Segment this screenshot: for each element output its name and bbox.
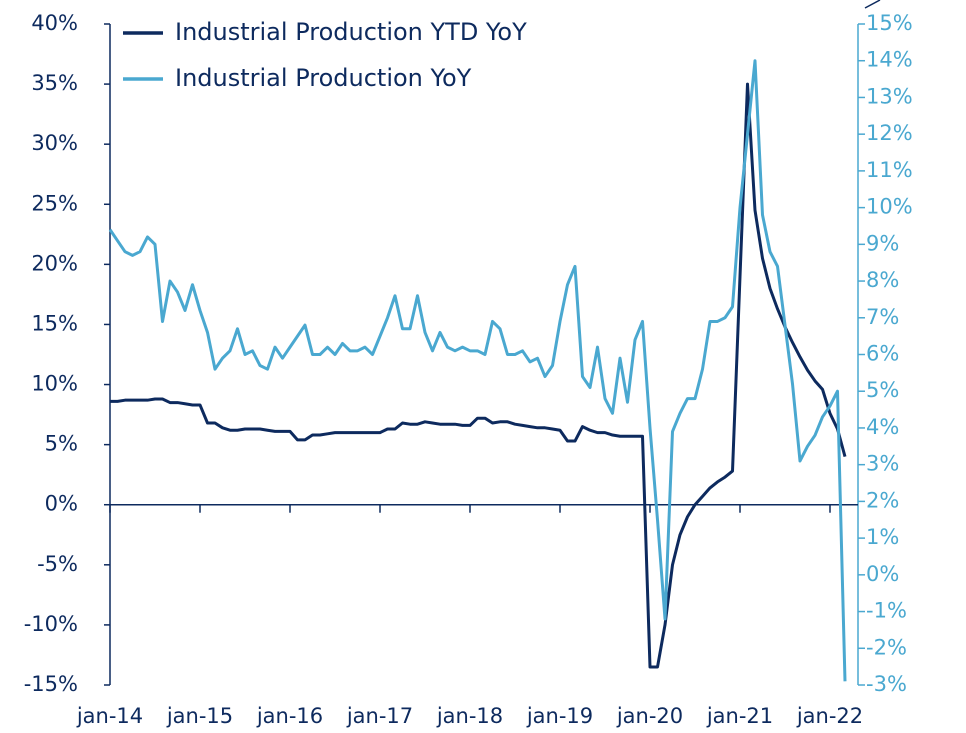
y-tick-label: 10% <box>31 372 78 396</box>
y2-tick-label: 3% <box>866 452 899 476</box>
y2-tick-label: 12% <box>866 121 913 145</box>
y2-tick-label: 7% <box>866 305 899 329</box>
y2-tick-label: 8% <box>866 268 899 292</box>
y2-tick-label: 13% <box>866 84 913 108</box>
y-tick-label: 0% <box>45 492 78 516</box>
y-tick-label: 35% <box>31 71 78 95</box>
y2-tick-label: 14% <box>866 48 913 72</box>
x-tick-label: jan-21 <box>706 704 773 728</box>
y2-tick-label: 0% <box>866 562 899 586</box>
y-tick-label: -5% <box>37 552 78 576</box>
y-tick-label: 15% <box>31 311 78 335</box>
y2-tick-label: 2% <box>866 488 899 512</box>
y2-tick-label: 1% <box>866 525 899 549</box>
y-tick-label: 40% <box>31 11 78 35</box>
legend-label: Industrial Production YTD YoY <box>175 18 527 46</box>
legend-label: Industrial Production YoY <box>175 64 472 92</box>
y2-tick-label: -2% <box>866 635 907 659</box>
y-tick-label: 30% <box>31 131 78 155</box>
y-tick-label: 5% <box>45 432 78 456</box>
y2-tick-label: 5% <box>866 378 899 402</box>
x-tick-label: jan-22 <box>796 704 863 728</box>
x-tick-label: jan-20 <box>616 704 683 728</box>
series-line <box>110 82 847 669</box>
y-tick-label: 20% <box>31 251 78 275</box>
y2-tick-label: 4% <box>866 415 899 439</box>
y2-tick-label: -3% <box>866 672 907 696</box>
y2-tick-label: 9% <box>866 231 899 255</box>
x-tick-label: jan-14 <box>76 704 143 728</box>
x-tick-label: jan-17 <box>346 704 413 728</box>
y-tick-label: -10% <box>24 612 78 636</box>
x-tick-label: jan-15 <box>166 704 233 728</box>
x-tick-label: jan-16 <box>256 704 323 728</box>
y2-tick-label: 10% <box>866 195 913 219</box>
series-line <box>108 59 847 682</box>
y2-tick-label: -1% <box>866 599 907 623</box>
corner-mark <box>864 0 881 9</box>
y-tick-label: 25% <box>31 191 78 215</box>
y-tick-label: -15% <box>24 672 78 696</box>
y2-tick-label: 11% <box>866 158 913 182</box>
y2-tick-label: 15% <box>866 11 913 35</box>
y2-tick-label: 6% <box>866 342 899 366</box>
x-tick-label: jan-19 <box>526 704 593 728</box>
x-tick-label: jan-18 <box>436 704 503 728</box>
